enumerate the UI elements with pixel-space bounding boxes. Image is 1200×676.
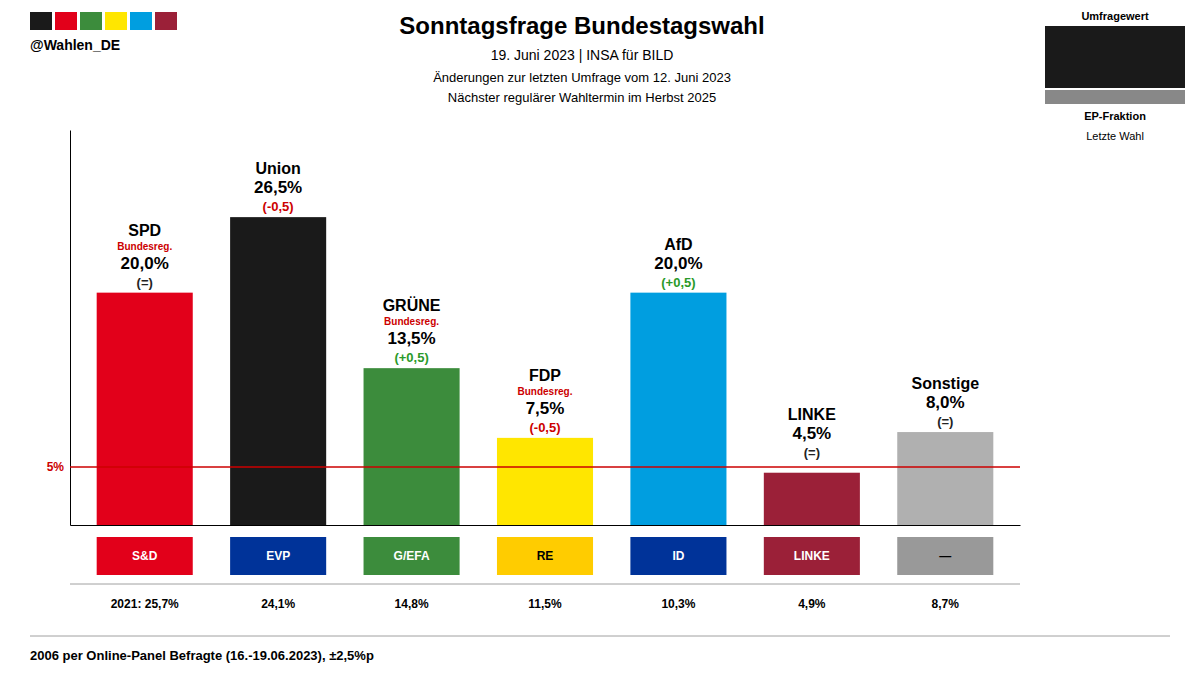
data-label: 26,5% [254,178,302,197]
key-label: Letzte Wahl [1086,130,1144,142]
last-election-label: 24,1% [261,597,295,611]
ep-box [630,537,726,575]
threshold-label: 5% [47,460,65,474]
category-label: SPD [128,222,161,239]
category-label: Sonstige [911,375,979,392]
ep-label: G/EFA [394,549,430,563]
key-label: EP-Fraktion [1084,110,1146,122]
category-label: FDP [529,367,561,384]
x-axis [71,525,1021,526]
last-election-label: 10,3% [661,597,695,611]
ep-box [364,537,460,575]
government-label: Bundesreg. [117,241,172,252]
last-election-label: 11,5% [528,597,562,611]
ep-label: S&D [132,549,158,563]
ep-label: EVP [266,549,290,563]
handle-square [130,12,152,30]
change-label: (+0,5) [394,350,428,365]
footer-rule [30,636,1170,637]
key-strip [1045,90,1185,104]
change-label: (=) [804,445,820,460]
subtitle: Änderungen zur letzten Umfrage vom 12. J… [433,70,731,85]
bar [764,473,860,525]
change-label: (=) [137,275,153,290]
key-box [1045,26,1185,88]
threshold-line [70,466,1020,468]
last-election-label: 8,7% [932,597,960,611]
ep-label: — [939,549,951,563]
data-label: 20,0% [121,254,169,273]
last-election-label: 2021: 25,7% [111,597,179,611]
last-election-label: 14,8% [395,597,429,611]
ep-box [497,537,593,575]
last-election-row: 2021: 25,7% 24,1% 14,8% 11,5% 10,3% 4,9% 8,7% [111,597,960,611]
ep-box [230,537,326,575]
chart: Sonntagsfrage Bundestagswahl 19. Juni 202… [0,0,1200,676]
data-label: 8,0% [926,393,965,412]
handle-square [155,12,177,30]
handle-square [30,12,52,30]
subtitle: 19. Juni 2023 | INSA für BILD [491,47,674,63]
handle-square [80,12,102,30]
ep-row: S&D EVP G/EFA RE ID LINKE — [97,537,994,575]
government-label: Bundesreg. [517,386,572,397]
bar [630,293,726,525]
change-label: (-0,5) [263,199,294,214]
data-label: 13,5% [387,329,435,348]
separator [70,584,1020,585]
handle-square [105,12,127,30]
x-axis-line [71,525,1021,526]
bar [497,438,593,525]
bar [230,217,326,525]
ep-label: RE [537,549,554,563]
bar [897,432,993,525]
data-label: 20,0% [654,254,702,273]
ep-box [97,537,193,575]
plot-area [70,217,1020,525]
handle-square [55,12,77,30]
key-label: Umfragewert [1081,10,1149,22]
ep-label: ID [672,549,684,563]
change-label: (+0,5) [661,275,695,290]
data-label: 7,5% [526,399,565,418]
government-label: Bundesreg. [384,316,439,327]
subtitle: Nächster regulärer Wahltermin im Herbst … [448,90,716,105]
footer: 2006 per Online-Panel Befragte (16.-19.0… [30,648,374,663]
ep-label: LINKE [794,549,830,563]
ep-box [897,537,993,575]
handle: @Wahlen_DE [30,37,120,53]
category-label: AfD [664,236,692,253]
data-label: 4,5% [792,424,831,443]
change-label: (-0,5) [529,420,560,435]
title: Sonntagsfrage Bundestagswahl [399,12,764,39]
ep-box [764,537,860,575]
bar [364,368,460,525]
category-label: Union [255,160,300,177]
change-label: (=) [937,414,953,429]
category-label: GRÜNE [383,296,441,314]
category-label: LINKE [788,406,836,423]
last-election-label: 4,9% [798,597,826,611]
bar [97,293,193,525]
bar-labels: (=) 20,0% Bundesreg. SPD (-0,5) 26,5%Union (+0… [117,160,979,460]
